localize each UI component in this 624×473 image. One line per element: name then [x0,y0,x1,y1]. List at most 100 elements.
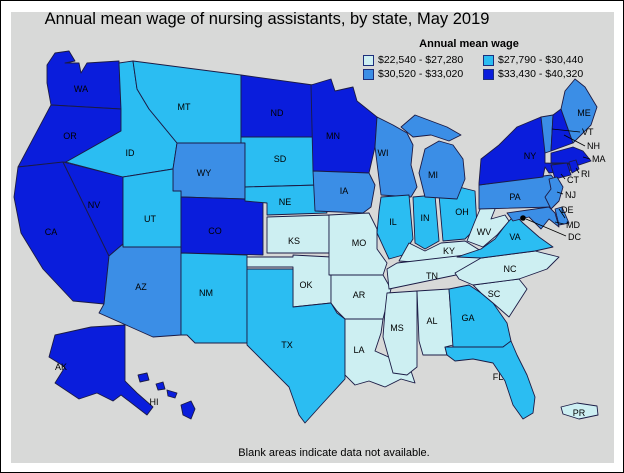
callout-label-de: DE [561,205,574,215]
state-label-tx: TX [281,340,293,350]
state-label-ne: NE [279,197,292,207]
state-label-oh: OH [455,207,469,217]
state-md [506,206,560,230]
state-nm [180,252,248,344]
state-label-hi: HI [150,397,159,407]
state-il [376,194,414,260]
state-label-ia: IA [340,186,349,196]
state-label-nd: ND [271,108,284,118]
callout-label-nh: NH [587,141,600,151]
state-label-ny: NY [524,151,537,161]
state-ms [382,290,418,376]
state-wa [46,50,122,110]
state-label-ok: OK [299,280,312,290]
callout-line-ct [560,173,566,180]
legend: Annual mean wage $22,540 - $27,280 $27,79… [363,38,587,80]
state-label-wa: WA [74,84,88,94]
callout-label-vt: VT [582,127,594,137]
callout-label-md: MD [566,220,580,230]
callout-line-nj [556,191,564,195]
state-label-mt: MT [178,102,191,112]
dc-location-dot [520,215,526,221]
state-label-mi: MI [428,170,438,180]
state-me [560,78,598,144]
callout-line-de [558,208,566,219]
state-label-al: AL [426,316,437,326]
state-label-ca: CA [45,227,58,237]
state-label-wi: WI [378,148,389,158]
state-nj [544,176,564,210]
state-label-ks: KS [288,236,300,246]
state-label-wv: WV [477,227,492,237]
state-label-id: ID [126,148,136,158]
state-label-ga: GA [461,313,474,323]
state-label-co: CO [208,226,222,236]
legend-swatch [483,54,494,66]
callout-line-vt [551,128,581,133]
legend-item: $22,540 - $27,280 [363,54,483,66]
state-label-va: VA [509,232,520,242]
footnote: Blank areas indicate data not available. [238,447,430,459]
state-label-nv: NV [88,200,101,210]
state-vt [540,114,554,154]
legend-title: Annual mean wage [419,38,519,50]
state-hi [137,372,150,383]
legend-range-label: $27,790 - $30,440 [498,54,584,66]
state-label-ut: UT [144,214,156,224]
state-label-me: ME [577,108,591,118]
state-ga [448,284,512,348]
callout-line-ri [575,167,580,174]
legend-range-label: $30,520 - $33,020 [378,68,464,80]
state-label-la: LA [353,345,364,355]
state-pr [560,402,599,420]
legend-swatch [363,54,374,66]
callout-label-dc: DC [568,232,581,242]
legend-range-label: $22,540 - $27,280 [378,54,464,66]
state-ct [550,162,572,180]
state-label-pr: PR [573,408,586,418]
callout-label-nj: NJ [565,190,576,200]
state-nd [240,74,316,138]
state-mi [400,114,462,142]
legend-item: $30,520 - $33,020 [363,68,483,80]
legend-swatch [483,68,494,80]
callout-label-ma: MA [592,154,606,164]
state-ut [122,168,182,248]
state-label-sc: SC [488,289,501,299]
state-ri [568,159,580,174]
callout-label-ct: CT [567,175,579,185]
state-label-ar: AR [353,290,366,300]
state-tx [246,268,346,424]
figure-title: Annual mean wage of nursing assistants, … [44,10,490,28]
state-label-mn: MN [326,131,340,141]
state-mn [310,78,378,174]
state-label-nc: NC [504,264,517,274]
legend-item: $27,790 - $30,440 [483,54,587,66]
state-ma [550,146,592,166]
state-co [180,196,264,256]
state-fl [444,340,536,420]
state-hi [166,389,178,399]
state-label-mo: MO [352,238,367,248]
callout-label-ri: RI [581,169,590,179]
callout-line-ma [582,156,591,160]
state-label-nm: NM [199,288,213,298]
state-de [554,206,570,226]
state-label-pa: PA [509,192,520,202]
legend-range-label: $33,430 - $40,320 [498,68,584,80]
state-hi [180,400,196,420]
callout-line-dc [525,218,567,237]
callout-line-md [554,221,565,225]
state-wi [374,116,418,198]
state-label-in: IN [421,213,430,223]
state-label-fl: FL [493,372,504,382]
state-va [456,214,554,259]
state-label-tn: TN [426,271,438,281]
state-label-or: OR [63,131,77,141]
state-ks [266,214,330,254]
state-hi [155,381,166,391]
state-ak [48,324,154,416]
state-label-ky: KY [443,246,455,256]
